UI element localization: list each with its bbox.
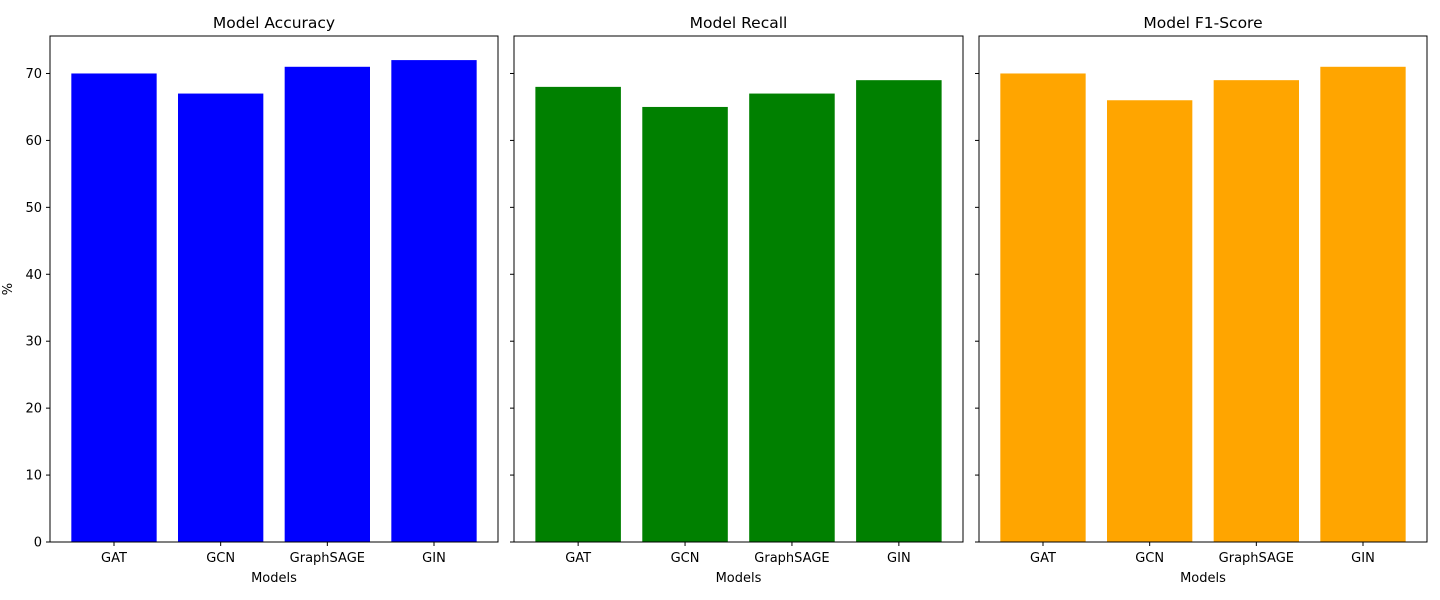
x-tick-label: GCN (1135, 551, 1164, 566)
x-tick-label: GAT (101, 551, 127, 566)
y-tick-label: 20 (25, 402, 42, 417)
x-tick-label: GraphSAGE (754, 551, 829, 566)
chart-panel: GAT GCN GraphSAGE GIN Model F1-Score Models (975, 14, 1428, 586)
x-tick-label: GIN (1351, 551, 1375, 566)
y-tick-label: 50 (25, 201, 42, 216)
bar-graphsage (749, 93, 835, 542)
x-tick-label: GraphSAGE (290, 551, 365, 566)
y-tick-label: 30 (25, 335, 42, 350)
y-axis-label: % (1, 283, 16, 295)
x-axis-label: Models (251, 571, 297, 586)
chart-panel: GAT GCN GraphSAGE GIN Model Recall Models (510, 14, 964, 586)
bar-gin (1320, 66, 1406, 542)
x-tick-label: GraphSAGE (1219, 551, 1294, 566)
x-axis-label: Models (716, 571, 762, 586)
bar-gin (856, 80, 942, 543)
axes-frame (513, 35, 964, 543)
chart-title: Model Accuracy (213, 14, 335, 32)
bar-graphsage (1213, 80, 1299, 543)
chart-title: Model Recall (690, 14, 788, 32)
x-tick-label: GCN (206, 551, 235, 566)
y-tick-label: 40 (25, 268, 42, 283)
y-tick-label: 70 (25, 67, 42, 82)
y-tick-label: 0 (34, 536, 42, 551)
x-tick-label: GAT (565, 551, 591, 566)
y-tick-label: 10 (25, 469, 42, 484)
bar-gat (535, 86, 621, 543)
chart-title: Model F1-Score (1143, 14, 1262, 32)
x-tick-label: GCN (671, 551, 700, 566)
bar-gcn (178, 93, 264, 542)
bar-gcn (642, 106, 728, 542)
axes-frame (978, 35, 1428, 543)
bar-gcn (1107, 100, 1193, 542)
bar-gat (1000, 73, 1086, 542)
bar-gin (391, 60, 477, 542)
x-axis-label: Models (1180, 571, 1226, 586)
x-tick-label: GIN (887, 551, 911, 566)
x-tick-label: GAT (1030, 551, 1056, 566)
axes-frame (49, 35, 499, 543)
chart-panel: GAT GCN GraphSAGE GIN 0 10 20 30 40 50 60 70 Model A… (1, 14, 499, 586)
y-tick-label: 60 (25, 134, 42, 149)
bar-gat (71, 73, 157, 542)
bar-graphsage (284, 66, 370, 542)
x-tick-label: GIN (422, 551, 446, 566)
